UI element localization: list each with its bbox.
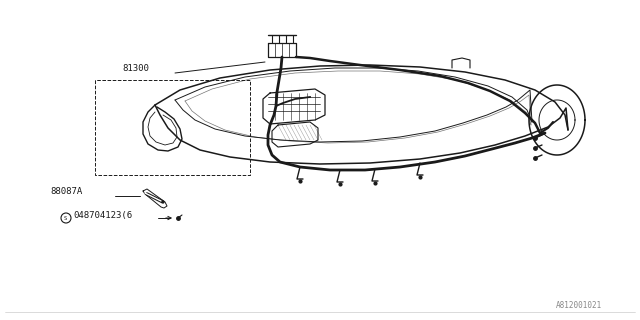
Text: 81300: 81300 xyxy=(122,64,149,73)
Text: A812001021: A812001021 xyxy=(556,301,602,310)
Text: 048704123(6: 048704123(6 xyxy=(73,211,132,220)
Text: S: S xyxy=(63,215,67,220)
Text: 88087A: 88087A xyxy=(50,187,83,196)
